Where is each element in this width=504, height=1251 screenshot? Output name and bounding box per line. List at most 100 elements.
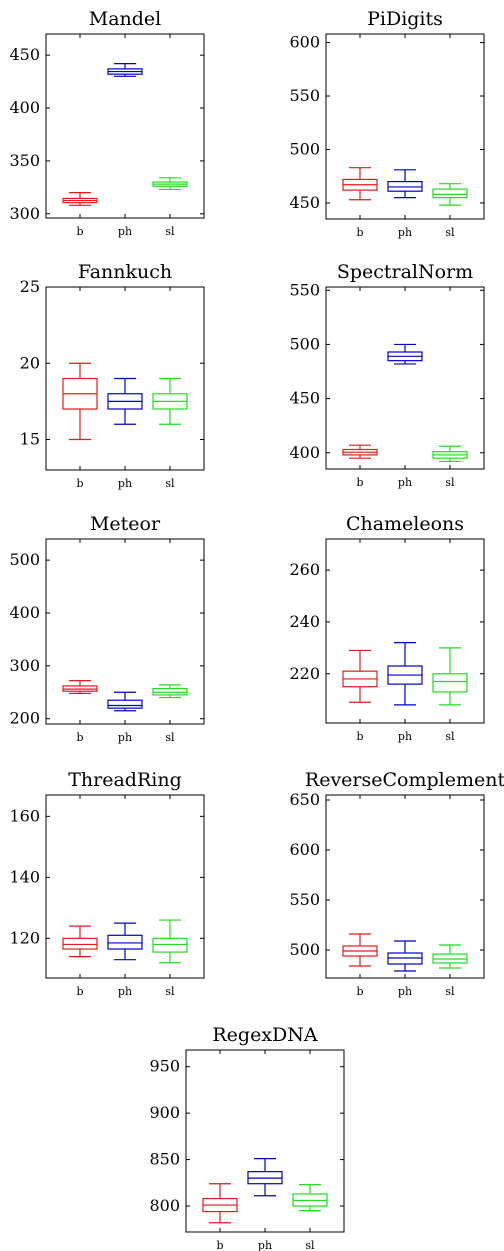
box-ph: [107, 922, 143, 961]
chart-panel-4: Meteor 200 300 400 500 b ph sl: [9, 513, 205, 744]
y-tick-label: 450: [289, 389, 320, 408]
box-sl: [432, 944, 468, 969]
box-sl: [432, 647, 468, 706]
y-tick-label: 500: [289, 940, 320, 959]
chart-panel-7: ReverseComplement 500 550 600 650 b ph sl: [289, 769, 504, 998]
y-tick-label: 450: [289, 193, 320, 212]
chart-title: Mandel: [89, 8, 162, 30]
y-tick-label: 450: [9, 45, 40, 64]
y-tick-label: 25: [20, 277, 40, 296]
x-tick-label: b: [216, 1239, 223, 1251]
box-iqr: [107, 934, 143, 950]
x-tick-label: b: [356, 985, 363, 998]
y-tick-label: 500: [289, 139, 320, 158]
y-tick-label: 550: [289, 280, 320, 299]
box-sl: [292, 1184, 328, 1212]
x-tick-label: sl: [165, 477, 175, 490]
y-tick-label: 500: [289, 334, 320, 353]
box-ph: [387, 343, 423, 365]
x-tick-label: ph: [118, 731, 132, 744]
chart-panel-6: ThreadRing 120 140 160 b ph sl: [9, 769, 205, 998]
box-b: [202, 1183, 238, 1224]
box-ph: [107, 63, 143, 77]
box-b: [342, 933, 378, 967]
box-b: [342, 444, 378, 459]
box-sl: [152, 919, 188, 964]
x-tick-label: ph: [258, 1239, 272, 1251]
y-tick-label: 300: [9, 204, 40, 223]
y-tick-label: 20: [20, 353, 40, 372]
y-tick-label: 15: [20, 430, 40, 449]
box-b: [62, 362, 98, 441]
box-ph: [107, 691, 143, 712]
y-tick-label: 600: [289, 33, 320, 52]
y-tick-label: 140: [9, 867, 40, 886]
y-tick-label: 800: [149, 1196, 180, 1215]
x-tick-label: sl: [445, 226, 455, 239]
chart-title: ReverseComplement: [305, 769, 504, 791]
y-tick-label: 300: [9, 656, 40, 675]
x-tick-label: ph: [118, 225, 132, 238]
chart-panel-8: RegexDNA 800 850 900 950 b ph sl: [149, 1024, 345, 1251]
box-sl: [432, 183, 468, 206]
box-sl: [432, 445, 468, 463]
x-tick-label: sl: [305, 1239, 315, 1251]
x-tick-label: b: [356, 226, 363, 239]
box-sl: [152, 684, 188, 699]
y-tick-label: 400: [289, 443, 320, 462]
box-iqr: [432, 188, 468, 199]
y-tick-label: 220: [289, 664, 320, 683]
x-tick-label: ph: [398, 476, 412, 489]
y-tick-label: 400: [9, 98, 40, 117]
x-tick-label: sl: [165, 985, 175, 998]
box-iqr: [62, 937, 98, 950]
chart-title: RegexDNA: [212, 1024, 318, 1046]
box-b: [62, 925, 98, 958]
box-iqr: [107, 699, 143, 709]
chart-title: ThreadRing: [68, 769, 182, 791]
x-tick-label: ph: [398, 226, 412, 239]
chart-title: SpectralNorm: [337, 261, 473, 283]
box-b: [342, 167, 378, 201]
x-tick-label: ph: [398, 985, 412, 998]
chart-panel-2: Fannkuch 15 20 25 b ph sl: [20, 261, 205, 490]
plot-frame: [45, 33, 205, 219]
box-ph: [387, 940, 423, 972]
box-iqr: [152, 937, 188, 953]
y-tick-label: 160: [9, 806, 40, 825]
y-tick-label: 550: [289, 86, 320, 105]
x-tick-label: sl: [445, 476, 455, 489]
y-tick-label: 240: [289, 612, 320, 631]
box-b: [62, 680, 98, 694]
box-b: [62, 192, 98, 206]
chart-title: PiDigits: [367, 8, 443, 30]
y-tick-label: 600: [289, 840, 320, 859]
chart-title: Fannkuch: [78, 261, 172, 283]
x-tick-label: sl: [165, 225, 175, 238]
y-tick-label: 900: [149, 1103, 180, 1122]
box-iqr: [432, 673, 468, 693]
x-tick-label: ph: [118, 985, 132, 998]
box-ph: [387, 169, 423, 199]
x-tick-label: b: [76, 477, 83, 490]
x-tick-label: b: [76, 985, 83, 998]
y-tick-label: 850: [149, 1150, 180, 1169]
box-b: [342, 649, 378, 703]
chart-panel-3: SpectralNorm 400 450 500 550 b ph sl: [289, 261, 485, 489]
y-tick-label: 500: [9, 550, 40, 569]
chart-title: Meteor: [90, 513, 161, 535]
y-tick-label: 400: [9, 603, 40, 622]
y-tick-label: 550: [289, 890, 320, 909]
chart-panel-5: Chameleons 220 240 260 b ph sl: [289, 513, 485, 743]
y-tick-label: 950: [149, 1057, 180, 1076]
y-tick-label: 350: [9, 151, 40, 170]
x-tick-label: sl: [445, 985, 455, 998]
box-sl: [152, 377, 188, 425]
box-ph: [107, 377, 143, 425]
y-tick-label: 200: [9, 709, 40, 728]
chart-title: Chameleons: [346, 513, 464, 535]
x-tick-label: ph: [398, 730, 412, 743]
box-ph: [247, 1158, 283, 1197]
chart-panel-1: PiDigits 450 500 550 600 b ph sl: [289, 8, 485, 239]
box-ph: [387, 642, 423, 706]
